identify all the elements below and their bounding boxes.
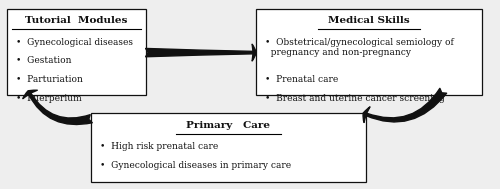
Text: •  Obstetrical/gynecological semiology of
  pregnancy and non-pregnancy: • Obstetrical/gynecological semiology of… (265, 38, 454, 57)
Text: Primary   Care: Primary Care (186, 121, 270, 130)
FancyBboxPatch shape (91, 113, 365, 182)
Text: •  Puerperium: • Puerperium (16, 94, 82, 103)
Text: •  High risk prenatal care: • High risk prenatal care (100, 142, 218, 151)
Text: Tutorial  Modules: Tutorial Modules (25, 16, 128, 25)
Text: Medical Skills: Medical Skills (328, 16, 410, 25)
FancyBboxPatch shape (256, 9, 482, 94)
Text: •  Breast and uterine cancer screening: • Breast and uterine cancer screening (265, 94, 445, 103)
Text: •  Prenatal care: • Prenatal care (265, 75, 338, 84)
Text: •  Gynecological diseases: • Gynecological diseases (16, 38, 133, 47)
Text: •  Gestation: • Gestation (16, 56, 72, 65)
Text: •  Gynecological diseases in primary care: • Gynecological diseases in primary care (100, 161, 291, 170)
FancyBboxPatch shape (7, 9, 145, 94)
Text: •  Parturiation: • Parturiation (16, 75, 83, 84)
